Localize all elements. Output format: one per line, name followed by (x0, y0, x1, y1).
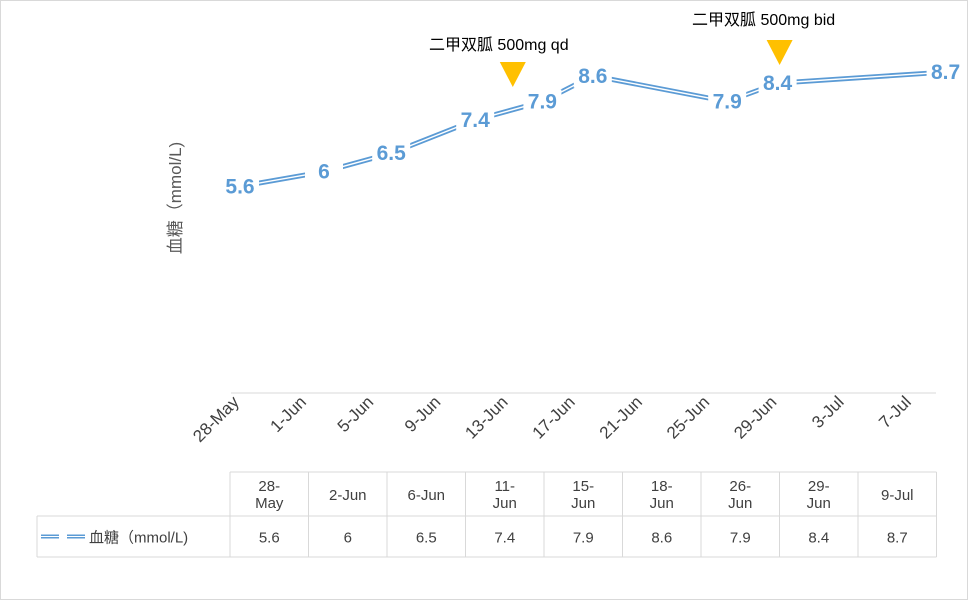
data-label: 8.6 (578, 65, 607, 88)
x-tick-label: 3-Jul (808, 392, 847, 431)
annotation-marker (499, 62, 526, 87)
table-value-cell: 8.4 (808, 530, 829, 547)
data-labels: 5.6 6 6.5 7.4 7.9 8.6 7.9 8.4 8.7 (221, 60, 965, 199)
data-label-background (758, 71, 797, 96)
annotation-text: 二甲双胍 500mg qd (429, 36, 569, 54)
table-value-cell: 7.4 (494, 530, 515, 547)
data-table: 28-May 2-Jun 6-Jun 11-Jun 15-Jun 18-Jun 26-Jun… (36, 471, 937, 558)
data-label-background (573, 63, 612, 88)
x-tick-label: 9-Jun (401, 392, 445, 436)
data-label: 6.5 (377, 142, 407, 165)
series-line-group (239, 69, 946, 189)
table-value-cell: 6.5 (416, 530, 437, 547)
x-tick-label: 25-Jun (663, 392, 713, 442)
table-header-cell: 2-Jun (329, 487, 367, 504)
table-header-cell: 28-May (255, 478, 284, 512)
y-axis-title: 血糖（mmol/L) (166, 142, 185, 254)
table-value-cell: 8.6 (651, 530, 672, 547)
series-line (239, 69, 946, 189)
data-label-background (221, 174, 259, 199)
data-label-background (305, 159, 343, 184)
data-label-background (523, 89, 562, 114)
data-label-background (456, 108, 495, 133)
table-value-cell: 7.9 (730, 530, 751, 547)
table-header-cell: 15-Jun (571, 478, 595, 512)
table-header-cell: 26-Jun (728, 478, 752, 512)
legend-series-name: 血糖（mmol/L) (89, 530, 188, 547)
table-value-cell: 6 (344, 530, 352, 547)
data-label: 5.6 (225, 175, 254, 198)
data-label-background (372, 141, 411, 166)
annotation-marker (766, 40, 793, 65)
data-label-background (708, 89, 747, 114)
data-label: 8.4 (763, 72, 793, 95)
x-tick-label: 1-Jun (267, 392, 311, 436)
x-tick-label: 13-Jun (461, 392, 511, 442)
table-value-cell: 7.9 (573, 530, 594, 547)
x-axis: 28-May 1-Jun 5-Jun 9-Jun 13-Jun 17-Jun 21-Jun 2… (189, 392, 936, 446)
data-label-background (926, 60, 965, 85)
series-line-inner (239, 71, 946, 188)
annotation-text: 二甲双胍 500mg bid (692, 11, 835, 29)
table-header-cell: 29-Jun (807, 478, 831, 512)
x-tick-label: 29-Jun (730, 392, 780, 442)
table-header-cell: 6-Jun (407, 487, 445, 504)
x-tick-label: 5-Jun (334, 392, 378, 436)
x-tick-label: 21-Jun (596, 392, 646, 442)
data-label: 7.9 (713, 91, 742, 114)
data-label: 7.4 (461, 109, 491, 132)
table-header-cell: 9-Jul (881, 487, 914, 504)
table-value-cell: 8.7 (887, 530, 908, 547)
x-tick-label: 17-Jun (529, 392, 579, 442)
x-tick-label: 7-Jul (875, 392, 914, 431)
data-label: 8.7 (931, 61, 960, 84)
table-value-cell: 5.6 (259, 530, 280, 547)
table-header-cell: 18-Jun (650, 478, 674, 512)
y-axis-title-group: 血糖（mmol/L) (166, 142, 185, 254)
table-header-cell: 11-Jun (493, 478, 517, 512)
annotations: 二甲双胍 500mg qd 二甲双胍 500mg bid (429, 11, 835, 87)
data-label: 7.9 (528, 91, 557, 114)
data-label: 6 (318, 161, 330, 184)
x-tick-label: 28-May (189, 392, 243, 446)
